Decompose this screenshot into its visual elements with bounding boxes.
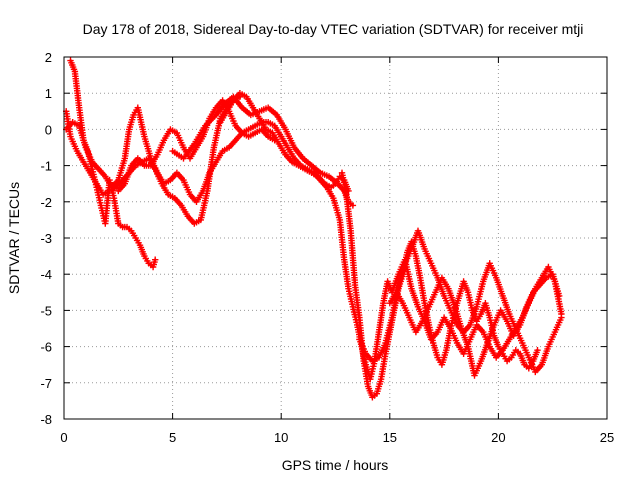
x-tick-label: 0 — [60, 430, 67, 445]
axis-ticks: 0 5 10 15 20 25 -8 -7 -6 -5 -4 -3 -2 -1 0 1 2 — [40, 50, 614, 445]
x-axis-label: GPS time / hours — [282, 457, 389, 473]
x-tick-label: 15 — [383, 430, 397, 445]
x-tick-label: 20 — [491, 430, 505, 445]
plot-frame — [63, 56, 608, 420]
y-tick-label: -3 — [40, 231, 52, 246]
chart-title: Day 178 of 2018, Sidereal Day-to-day VTE… — [83, 21, 584, 37]
y-tick-label: -4 — [40, 267, 52, 282]
y-tick-label: -7 — [40, 376, 52, 391]
y-tick-label: -6 — [40, 340, 52, 355]
series-satellite-track-10 — [386, 271, 563, 379]
series-markers — [115, 97, 278, 195]
series-satellite-track-4 — [115, 97, 278, 195]
series-satellite-track-7 — [278, 133, 565, 383]
y-axis-label: SDTVAR / TECUs — [6, 182, 22, 294]
y-tick-label: 2 — [45, 50, 52, 65]
series-markers — [356, 227, 565, 376]
y-tick-label: -1 — [40, 159, 52, 174]
y-tick-label: -5 — [40, 303, 52, 318]
x-tick-label: 25 — [600, 430, 614, 445]
y-tick-label: -8 — [40, 412, 52, 427]
y-tick-label: 0 — [45, 122, 52, 137]
x-tick-label: 5 — [169, 430, 176, 445]
y-tick-label: -2 — [40, 195, 52, 210]
y-tick-label: 1 — [45, 86, 52, 101]
grid — [64, 57, 607, 419]
series-markers — [386, 271, 563, 379]
x-tick-label: 10 — [274, 430, 288, 445]
data-series — [63, 57, 565, 401]
